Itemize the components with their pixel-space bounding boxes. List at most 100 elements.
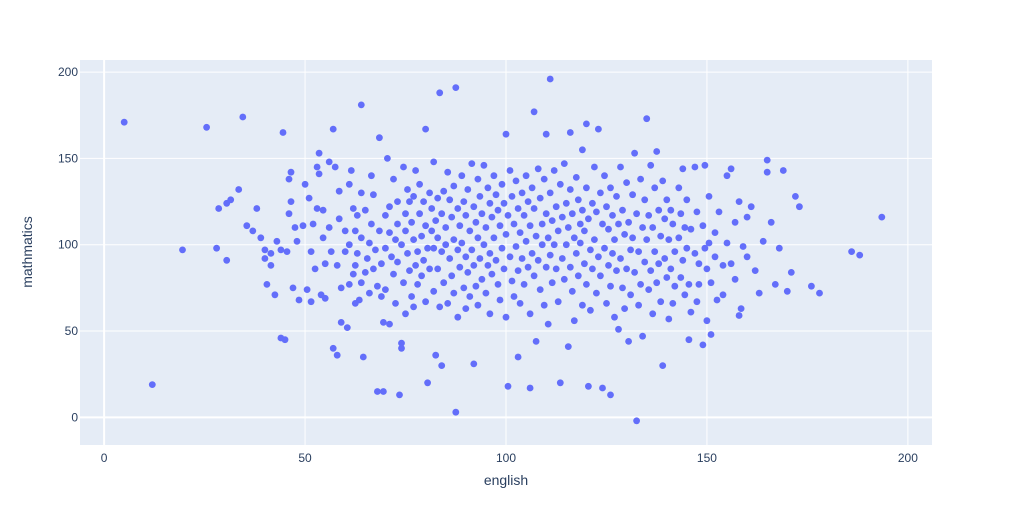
- data-point[interactable]: [361, 206, 369, 214]
- data-point[interactable]: [687, 308, 695, 316]
- data-point[interactable]: [669, 220, 677, 228]
- data-point[interactable]: [506, 167, 514, 174]
- data-point[interactable]: [327, 248, 335, 256]
- data-point[interactable]: [601, 244, 608, 252]
- data-point[interactable]: [526, 222, 534, 230]
- data-point[interactable]: [370, 191, 377, 199]
- data-point[interactable]: [492, 256, 500, 264]
- data-point[interactable]: [562, 199, 570, 207]
- data-point[interactable]: [635, 301, 642, 309]
- data-point[interactable]: [595, 125, 602, 133]
- data-point[interactable]: [536, 286, 544, 293]
- data-point[interactable]: [349, 270, 357, 278]
- data-point[interactable]: [454, 205, 462, 212]
- data-point[interactable]: [540, 175, 548, 183]
- data-point[interactable]: [179, 246, 186, 254]
- data-point[interactable]: [747, 203, 755, 211]
- data-point[interactable]: [424, 244, 431, 252]
- data-point[interactable]: [470, 262, 478, 269]
- data-point[interactable]: [313, 205, 321, 212]
- data-point[interactable]: [534, 256, 542, 264]
- data-point[interactable]: [474, 301, 482, 309]
- data-point[interactable]: [283, 248, 291, 256]
- data-point[interactable]: [635, 248, 642, 256]
- data-point[interactable]: [394, 258, 401, 266]
- data-point[interactable]: [589, 265, 596, 273]
- data-point[interactable]: [556, 379, 564, 387]
- data-point[interactable]: [400, 163, 407, 171]
- data-point[interactable]: [351, 262, 359, 269]
- data-point[interactable]: [486, 199, 494, 207]
- data-point[interactable]: [227, 196, 235, 204]
- data-point[interactable]: [637, 175, 644, 183]
- data-point[interactable]: [558, 213, 566, 221]
- data-point[interactable]: [442, 224, 450, 231]
- data-point[interactable]: [683, 244, 691, 252]
- data-point[interactable]: [343, 324, 351, 331]
- data-point[interactable]: [518, 255, 526, 262]
- data-point[interactable]: [609, 212, 616, 219]
- data-point[interactable]: [480, 161, 488, 169]
- data-point[interactable]: [848, 248, 855, 256]
- data-point[interactable]: [398, 339, 405, 347]
- data-point[interactable]: [651, 248, 659, 256]
- data-point[interactable]: [516, 229, 524, 237]
- data-point[interactable]: [687, 225, 695, 233]
- data-point[interactable]: [510, 293, 518, 300]
- data-point[interactable]: [432, 351, 440, 359]
- data-point[interactable]: [382, 244, 389, 252]
- data-point[interactable]: [633, 417, 640, 425]
- data-point[interactable]: [629, 191, 636, 199]
- data-point[interactable]: [289, 284, 297, 292]
- data-point[interactable]: [605, 262, 612, 269]
- data-point[interactable]: [735, 198, 743, 206]
- data-point[interactable]: [382, 286, 389, 293]
- data-point[interactable]: [526, 384, 534, 392]
- data-point[interactable]: [695, 260, 703, 268]
- data-point[interactable]: [751, 267, 759, 274]
- data-point[interactable]: [540, 301, 548, 309]
- data-point[interactable]: [464, 186, 472, 193]
- data-point[interactable]: [731, 275, 739, 283]
- data-point[interactable]: [498, 180, 506, 188]
- data-point[interactable]: [611, 236, 618, 244]
- data-point[interactable]: [418, 232, 425, 240]
- data-point[interactable]: [645, 286, 653, 293]
- data-point[interactable]: [486, 310, 494, 318]
- data-point[interactable]: [651, 184, 659, 192]
- data-point[interactable]: [496, 296, 504, 304]
- data-point[interactable]: [285, 210, 293, 218]
- data-point[interactable]: [277, 246, 285, 254]
- data-point[interactable]: [213, 244, 221, 252]
- data-point[interactable]: [363, 255, 371, 262]
- data-point[interactable]: [631, 149, 638, 157]
- data-point[interactable]: [679, 256, 687, 264]
- data-point[interactable]: [374, 282, 381, 290]
- data-point[interactable]: [148, 381, 156, 388]
- data-point[interactable]: [380, 388, 387, 395]
- data-point[interactable]: [629, 234, 636, 242]
- data-point[interactable]: [625, 338, 632, 345]
- data-point[interactable]: [583, 120, 590, 128]
- data-point[interactable]: [731, 218, 739, 226]
- data-point[interactable]: [452, 408, 460, 416]
- data-point[interactable]: [430, 287, 438, 295]
- data-point[interactable]: [679, 165, 687, 173]
- data-point[interactable]: [693, 298, 701, 306]
- data-point[interactable]: [402, 227, 409, 235]
- data-point[interactable]: [671, 248, 679, 256]
- data-point[interactable]: [321, 294, 329, 302]
- data-point[interactable]: [311, 265, 319, 273]
- data-point[interactable]: [498, 244, 506, 252]
- data-point[interactable]: [448, 272, 456, 280]
- data-point[interactable]: [446, 196, 454, 204]
- data-point[interactable]: [587, 246, 594, 254]
- data-point[interactable]: [546, 251, 554, 259]
- data-point[interactable]: [703, 317, 711, 325]
- data-point[interactable]: [787, 269, 795, 276]
- data-point[interactable]: [476, 255, 484, 262]
- data-point[interactable]: [587, 306, 594, 314]
- data-point[interactable]: [357, 189, 365, 197]
- data-point[interactable]: [120, 118, 128, 126]
- data-point[interactable]: [472, 282, 480, 290]
